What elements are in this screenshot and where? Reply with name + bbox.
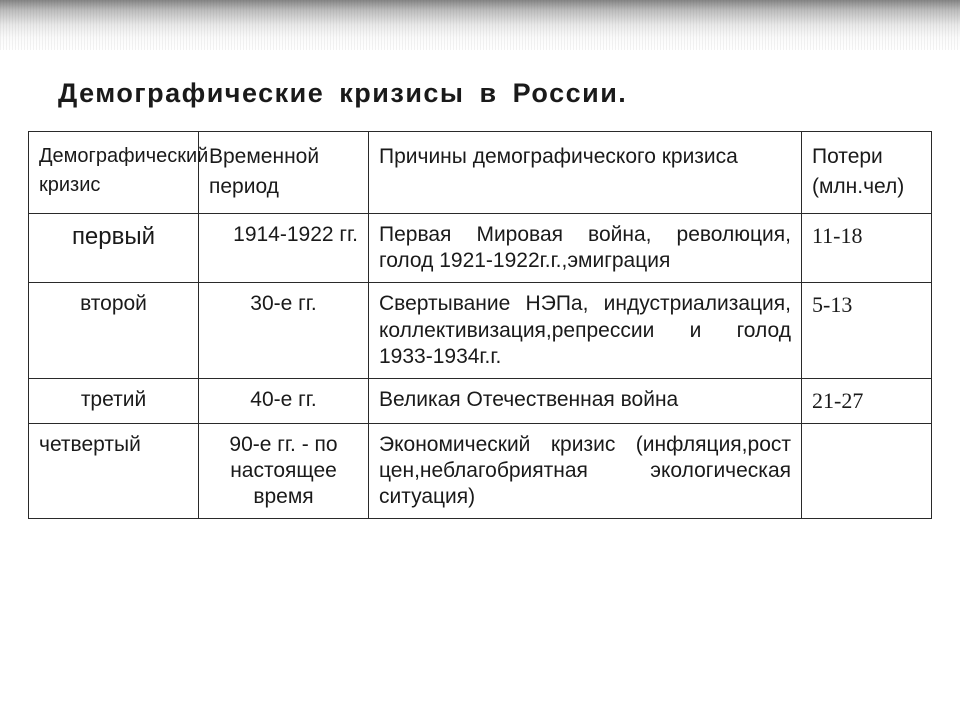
cell-name: третий <box>29 379 199 424</box>
cell-loss <box>802 423 932 519</box>
table-row: второй 30-е гг. Свертывание НЭПа, индуст… <box>29 283 932 379</box>
table-row: первый 1914-1922 гг. Первая Мировая войн… <box>29 213 932 283</box>
col-header-loss-l1: Потери <box>812 145 883 168</box>
table-header-row: Демографический кризис Временной период … <box>29 132 932 214</box>
cell-name: второй <box>29 283 199 379</box>
cell-period: 90-е гг. - по настоящее время <box>199 423 369 519</box>
cell-cause: Свертывание НЭПа, индустриализация, колл… <box>369 283 802 379</box>
cell-period: 1914-1922 гг. <box>199 213 369 283</box>
cell-period: 40-е гг. <box>199 379 369 424</box>
cell-name: четвертый <box>29 423 199 519</box>
crises-table: Демографический кризис Временной период … <box>28 131 932 519</box>
col-header-loss-l2: (млн.чел) <box>812 175 904 198</box>
page-title: Демографические кризисы в России. <box>0 50 960 131</box>
cell-loss: 5-13 <box>802 283 932 379</box>
cell-cause: Первая Мировая война, революция, голод 1… <box>369 213 802 283</box>
col-header-cause: Причины демографического кризиса <box>369 132 802 214</box>
cell-cause: Экономический кризис (инфляция,рост цен,… <box>369 423 802 519</box>
cell-name: первый <box>29 213 199 283</box>
cell-period: 30-е гг. <box>199 283 369 379</box>
col-header-loss: Потери (млн.чел) <box>802 132 932 214</box>
col-header-period: Временной период <box>199 132 369 214</box>
cell-loss: 11-18 <box>802 213 932 283</box>
cell-loss: 21-27 <box>802 379 932 424</box>
col-header-period-l1: Временной <box>209 145 319 168</box>
table-row: третий 40-е гг. Великая Отечественная во… <box>29 379 932 424</box>
header-texture <box>0 0 960 50</box>
cell-cause: Великая Отечественная война <box>369 379 802 424</box>
col-header-crisis: Демографический кризис <box>29 132 199 214</box>
table-container: Демографический кризис Временной период … <box>0 131 960 519</box>
col-header-period-l2: период <box>209 175 279 198</box>
table-row: четвертый 90-е гг. - по настоящее время … <box>29 423 932 519</box>
